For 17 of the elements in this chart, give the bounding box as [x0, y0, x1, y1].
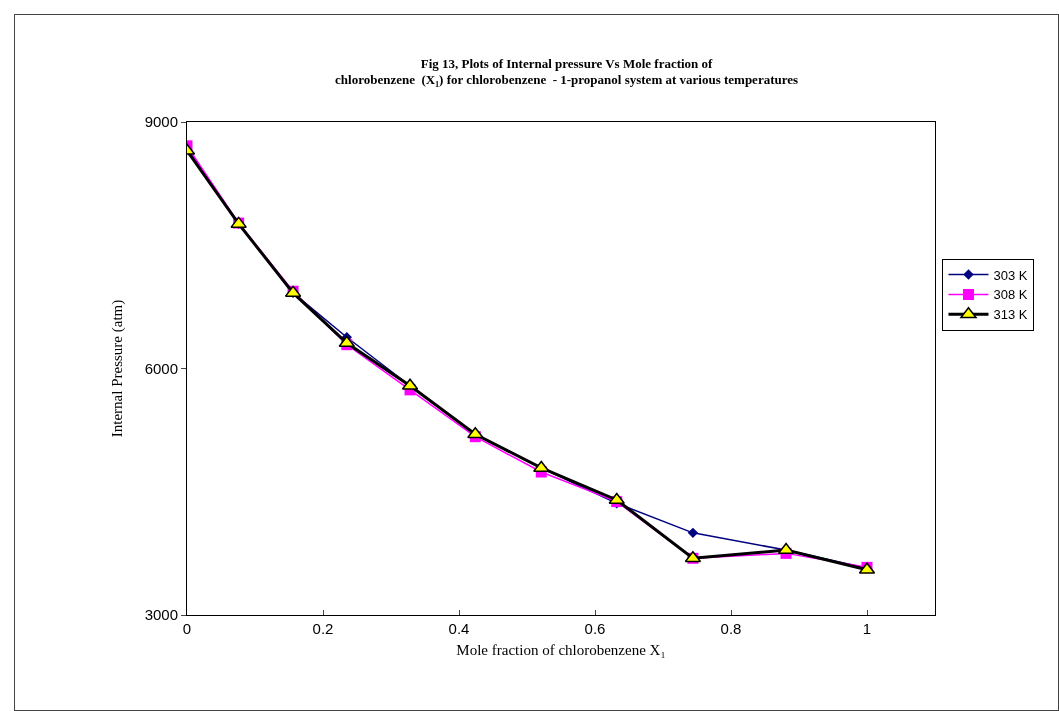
legend-label: 303 K	[993, 267, 1028, 283]
x-tick-label: 1	[862, 620, 872, 637]
x-tick-label: 0	[182, 620, 192, 637]
y-tick-label: 3000	[144, 606, 178, 624]
x-tick-label: 0.4	[448, 620, 470, 637]
x-tick-label: 0.6	[584, 620, 606, 637]
legend-label: 313 K	[993, 307, 1028, 323]
y-tick-label: 6000	[144, 359, 178, 377]
point	[687, 527, 699, 539]
y-tick-label: 9000	[144, 113, 178, 131]
y-axis-title: Internal Pressure (atm)	[108, 299, 126, 438]
legend-label: 308 K	[993, 287, 1028, 303]
chart-title: Fig 13, Plots of Internal pressure Vs Mole fraction of chlorobenzene (X₁) for chlorobenzene - 1-propanol system at various temperatures	[335, 55, 799, 88]
x-axis-title: Mole fraction of chlorobenzene X₁	[456, 642, 666, 658]
point	[338, 335, 356, 348]
x-tick-label: 0.8	[720, 620, 742, 637]
x-tick-label: 0.2	[312, 620, 334, 637]
